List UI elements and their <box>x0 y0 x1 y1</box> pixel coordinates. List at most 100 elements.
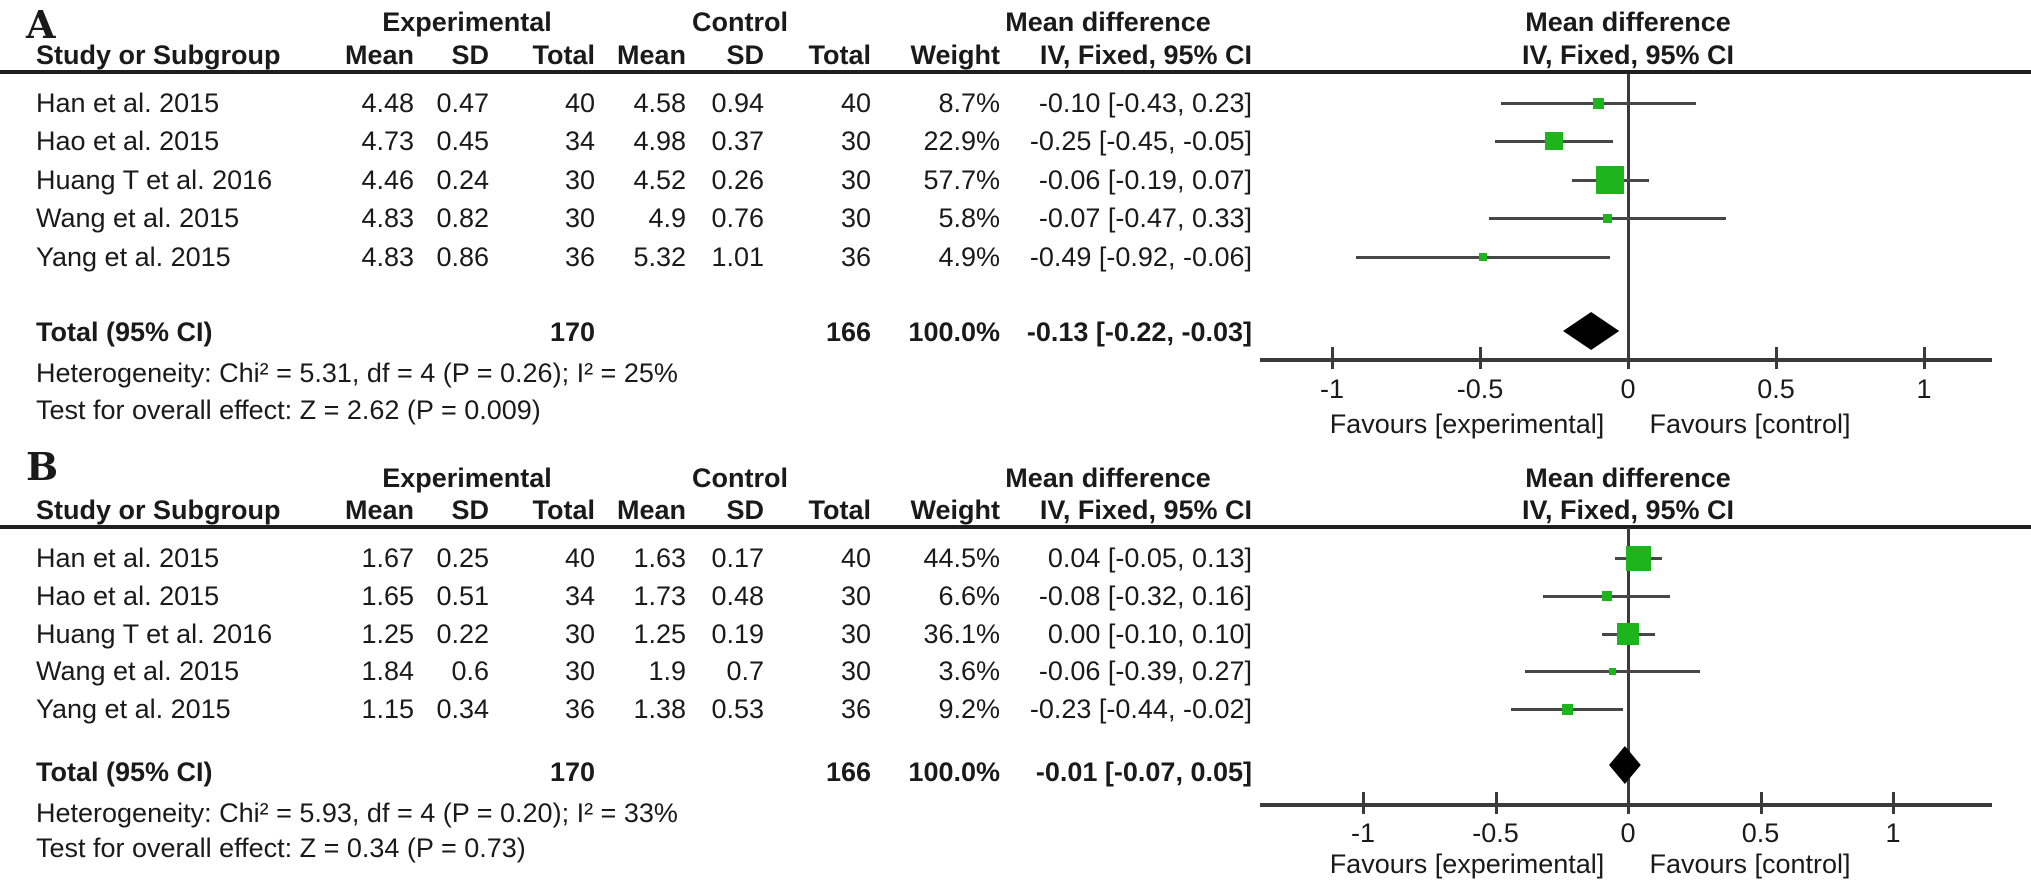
header-rule <box>0 525 2031 529</box>
pooled-diamond-icon <box>1562 312 1620 350</box>
group-header-mean-difference-left: Mean difference <box>1005 463 1211 493</box>
col-header-study: Study or Subgroup <box>36 495 281 525</box>
exp-total-cell: 40 <box>564 543 595 573</box>
tick-label: -0.5 <box>1472 818 1519 848</box>
panel-label: B <box>26 444 59 489</box>
exp-total-cell: 30 <box>564 619 595 649</box>
group-header-mean-difference-left: Mean difference <box>1005 7 1211 37</box>
total-ctrl-n: 166 <box>825 757 871 787</box>
col-header-effect-right: IV, Fixed, 95% CI <box>1521 495 1735 525</box>
tick-label: -1 <box>1319 374 1345 404</box>
group-header-control: Control <box>692 7 788 37</box>
col-header-total-exp: Total <box>532 495 596 525</box>
exp-sd-cell: 0.34 <box>436 694 489 724</box>
ci-text-cell: -0.25 [-0.45, -0.05] <box>1029 126 1252 156</box>
weight-cell: 44.5% <box>923 543 1000 573</box>
tick-label: -1 <box>1350 818 1376 848</box>
ctrl-total-cell: 30 <box>840 581 871 611</box>
ctrl-mean-cell: 1.25 <box>633 619 686 649</box>
exp-total-cell: 34 <box>564 126 595 156</box>
exp-mean-cell: 4.83 <box>361 203 414 233</box>
exp-total-cell: 30 <box>564 656 595 686</box>
ctrl-sd-cell: 1.01 <box>711 242 764 272</box>
col-header-mean-exp: Mean <box>344 40 414 70</box>
weight-cell: 22.9% <box>923 126 1000 156</box>
exp-total-cell: 36 <box>564 694 595 724</box>
ci-text-cell: 0.04 [-0.05, 0.13] <box>1047 543 1252 573</box>
col-header-sd-exp: SD <box>451 495 489 525</box>
tick-label: 1 <box>1885 818 1901 848</box>
study-name-cell: Yang et al. 2015 <box>36 694 231 724</box>
favours-left-label: Favours [experimental] <box>1329 849 1605 879</box>
tick-label: 0.5 <box>1757 374 1795 404</box>
weight-cell: 36.1% <box>923 619 1000 649</box>
exp-sd-cell: 0.25 <box>436 543 489 573</box>
col-header-weight: Weight <box>910 40 1001 70</box>
ctrl-total-cell: 36 <box>840 694 871 724</box>
total-exp-n: 170 <box>549 757 595 787</box>
effect-square-marker <box>1479 253 1487 261</box>
effect-square-marker <box>1603 214 1612 223</box>
col-header-mean-ctrl: Mean <box>616 40 686 70</box>
exp-sd-cell: 0.24 <box>436 165 489 195</box>
ctrl-mean-cell: 4.58 <box>633 88 686 118</box>
tick-mark <box>1362 792 1365 814</box>
total-ci-text: -0.13 [-0.22, -0.03] <box>1026 317 1252 347</box>
tick-mark <box>1331 347 1334 369</box>
effect-square-marker <box>1545 132 1563 150</box>
overall-effect-text: Test for overall effect: Z = 2.62 (P = 0… <box>36 395 541 425</box>
axis-line <box>1260 358 1992 362</box>
ctrl-mean-cell: 1.73 <box>633 581 686 611</box>
axis-line <box>1260 803 1992 807</box>
ctrl-total-cell: 30 <box>840 203 871 233</box>
tick-label: -0.5 <box>1456 374 1504 404</box>
ctrl-sd-cell: 0.7 <box>726 656 764 686</box>
col-header-weight: Weight <box>910 495 1001 525</box>
favours-right-label: Favours [control] <box>1649 409 1851 439</box>
weight-cell: 8.7% <box>938 88 1000 118</box>
ctrl-total-cell: 30 <box>840 656 871 686</box>
total-weight: 100.0% <box>908 757 1000 787</box>
col-header-mean-exp: Mean <box>344 495 414 525</box>
col-header-sd-ctrl: SD <box>726 495 764 525</box>
exp-total-cell: 40 <box>564 88 595 118</box>
col-header-total-ctrl: Total <box>808 40 872 70</box>
study-name-cell: Huang T et al. 2016 <box>36 619 273 649</box>
heterogeneity-text: Heterogeneity: Chi² = 5.93, df = 4 (P = … <box>36 798 678 828</box>
effect-square-marker <box>1593 98 1604 109</box>
exp-mean-cell: 1.25 <box>361 619 414 649</box>
ci-text-cell: -0.49 [-0.92, -0.06] <box>1029 242 1252 272</box>
study-name-cell: Wang et al. 2015 <box>36 656 240 686</box>
weight-cell: 6.6% <box>938 581 1000 611</box>
ctrl-total-cell: 30 <box>840 619 871 649</box>
col-header-mean-ctrl: Mean <box>616 495 686 525</box>
study-name-cell: Huang T et al. 2016 <box>36 165 273 195</box>
group-header-mean-difference-right: Mean difference <box>1525 463 1731 493</box>
col-header-study: Study or Subgroup <box>36 40 281 70</box>
ci-text-cell: -0.07 [-0.47, 0.33] <box>1038 203 1252 233</box>
group-header-mean-difference-right: Mean difference <box>1525 7 1731 37</box>
ctrl-sd-cell: 0.37 <box>711 126 764 156</box>
ctrl-mean-cell: 1.9 <box>648 656 686 686</box>
exp-sd-cell: 0.6 <box>451 656 489 686</box>
exp-mean-cell: 4.73 <box>361 126 414 156</box>
exp-total-cell: 30 <box>564 165 595 195</box>
col-header-effect-right: IV, Fixed, 95% CI <box>1521 40 1735 70</box>
exp-mean-cell: 1.15 <box>361 694 414 724</box>
exp-total-cell: 30 <box>564 203 595 233</box>
ctrl-sd-cell: 0.19 <box>711 619 764 649</box>
weight-cell: 4.9% <box>938 242 1000 272</box>
ctrl-mean-cell: 4.98 <box>633 126 686 156</box>
effect-square-marker <box>1596 166 1624 194</box>
ci-text-cell: -0.08 [-0.32, 0.16] <box>1038 581 1252 611</box>
ci-text-cell: 0.00 [-0.10, 0.10] <box>1047 619 1252 649</box>
tick-label: 0 <box>1620 374 1636 404</box>
study-name-cell: Hao et al. 2015 <box>36 581 220 611</box>
exp-mean-cell: 1.67 <box>361 543 414 573</box>
ci-text-cell: -0.10 [-0.43, 0.23] <box>1038 88 1252 118</box>
study-name-cell: Wang et al. 2015 <box>36 203 240 233</box>
study-name-cell: Han et al. 2015 <box>36 88 220 118</box>
weight-cell: 5.8% <box>938 203 1000 233</box>
effect-square-marker <box>1626 546 1651 571</box>
ctrl-mean-cell: 1.63 <box>633 543 686 573</box>
